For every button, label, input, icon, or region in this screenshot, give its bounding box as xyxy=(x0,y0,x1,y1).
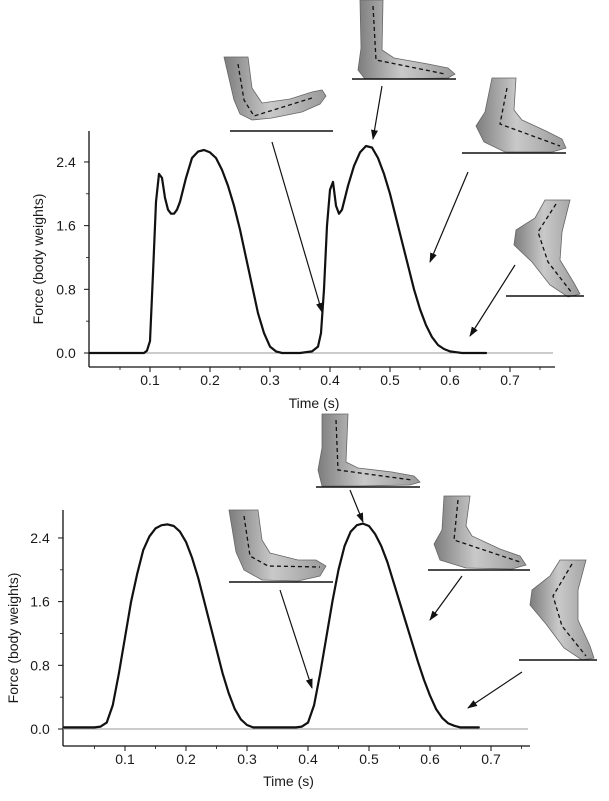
y-tick-label: 0.8 xyxy=(30,657,50,673)
annotation-arrows-top xyxy=(271,85,516,337)
x-tick-label: 0.5 xyxy=(359,751,379,767)
y-tick-label: 2.4 xyxy=(56,154,76,170)
y-axis-title: Force (body weights) xyxy=(5,573,21,704)
annotation-arrows-bottom xyxy=(279,489,523,709)
arrow-toe-off-bottom xyxy=(467,671,523,709)
foot-illustration-toe-off-top xyxy=(506,199,584,298)
x-tick-label: 0.5 xyxy=(380,372,400,388)
x-tick-label: 0.1 xyxy=(140,372,160,388)
arrow-heel-strike-top xyxy=(271,141,323,313)
x-tick-label: 0.6 xyxy=(420,751,440,767)
foot-illustration-heel-strike-top xyxy=(223,56,333,132)
y-axis-title: Force (body weights) xyxy=(30,194,46,325)
arrow-toe-off-top xyxy=(469,264,516,337)
y-tick-label: 1.6 xyxy=(56,218,76,234)
foot-illustration-heel-off-bottom xyxy=(428,495,530,571)
arrow-foot-flat-top xyxy=(371,85,383,140)
x-tick-label: 0.7 xyxy=(500,372,520,388)
y-tick-label: 0.8 xyxy=(56,281,76,297)
x-axis-title: Time (s) xyxy=(263,773,314,789)
bottom-force-plot: 0.0 0.8 1.6 2.4 0.1 0.2 0.3 0.4 0.5 0.6 0.7 Time (s… xyxy=(5,510,530,789)
foot-illustration-forefoot-strike-bottom xyxy=(228,509,333,583)
x-tick-label: 0.4 xyxy=(320,372,340,388)
x-axis-title: Time (s) xyxy=(289,395,340,411)
x-tick-label: 0.7 xyxy=(481,751,501,767)
y-tick-label: 0.0 xyxy=(30,721,50,737)
y-tick-label: 2.4 xyxy=(30,530,50,546)
y-tick-label: 0.0 xyxy=(56,345,76,361)
x-tick-label: 0.3 xyxy=(260,372,280,388)
top-force-plot: 0.0 0.8 1.6 2.4 0.1 0.2 0.3 0.4 0.5 0.6 0.7 Time (s… xyxy=(30,131,555,411)
force-curve-line xyxy=(62,522,480,729)
foot-illustration-foot-flat-top xyxy=(352,0,456,80)
x-tick-label: 0.4 xyxy=(298,751,318,767)
x-tick-label: 0.2 xyxy=(176,751,196,767)
arrow-heel-off-bottom xyxy=(429,575,463,621)
arrow-heel-off-top xyxy=(429,171,469,263)
x-tick-label: 0.3 xyxy=(237,751,257,767)
arrow-forefoot-strike-bottom xyxy=(279,589,313,689)
x-tick-label: 0.6 xyxy=(440,372,460,388)
foot-illustration-foot-flat-bottom xyxy=(316,413,421,488)
x-tick-label: 0.2 xyxy=(200,372,220,388)
y-tick-label: 1.6 xyxy=(30,594,50,610)
x-tick-label: 0.1 xyxy=(115,751,135,767)
foot-illustration-heel-off-top xyxy=(462,77,567,154)
force-curve-line xyxy=(88,144,488,355)
foot-illustration-toe-off-bottom xyxy=(519,559,597,661)
arrow-foot-flat-bottom xyxy=(349,489,364,523)
